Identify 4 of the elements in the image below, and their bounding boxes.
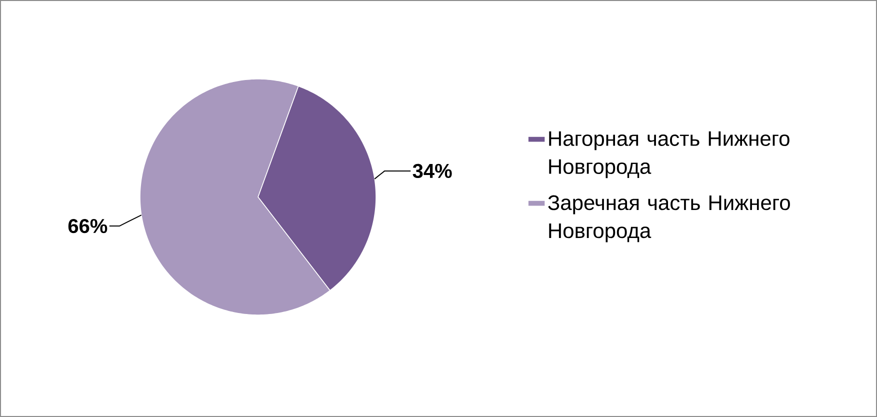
legend-label: Заречная часть Нижнего Новгорода bbox=[548, 195, 790, 242]
data-label: 66% bbox=[68, 218, 108, 234]
legend-label: Нагорная часть Нижнего Новгорода bbox=[549, 131, 790, 178]
data-label: 34% bbox=[412, 164, 452, 178]
